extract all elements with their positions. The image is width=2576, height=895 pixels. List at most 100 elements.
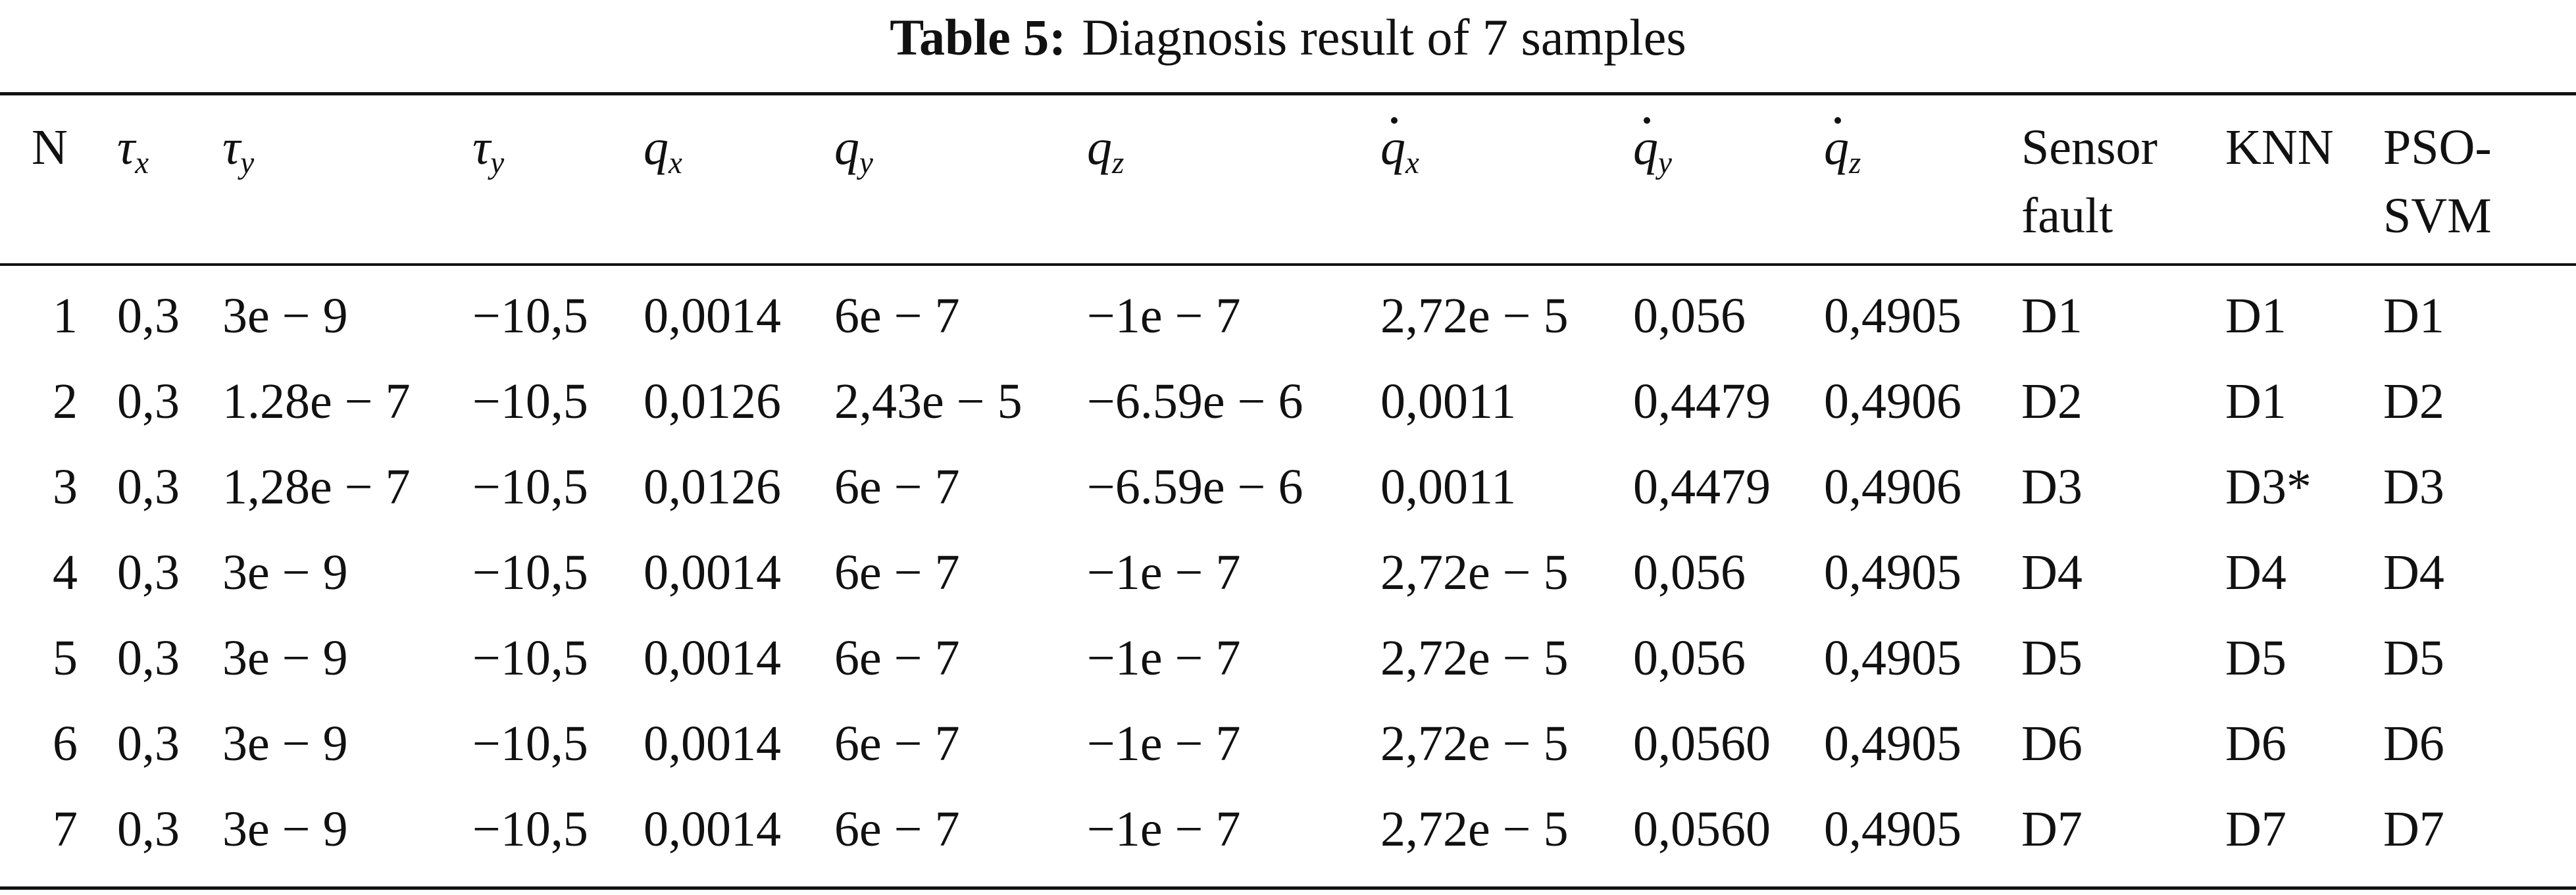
cell-q-z: −1e − 7 [1087, 288, 1241, 344]
header-qdot-y: qy [1633, 113, 1672, 197]
header-q-x-subscript: x [669, 146, 682, 181]
cell-qdot-y: 0,0560 [1633, 716, 1771, 771]
cell-q-z: −1e − 7 [1087, 802, 1241, 857]
header-sensor-fault-line2: fault [2021, 188, 2113, 243]
table-header-rule [0, 263, 2576, 266]
cell-n: 5 [53, 630, 78, 686]
header-tau-y-second: τy [472, 113, 504, 197]
cell-tau-y-second: −10,5 [472, 374, 588, 429]
cell-qdot-y: 0,056 [1633, 545, 1746, 600]
cell-qdot-z: 0,4905 [1824, 545, 1961, 600]
cell-sensor-fault: D6 [2021, 716, 2083, 771]
header-knn: KNN [2225, 120, 2334, 175]
header-q-y-subscript: y [859, 146, 873, 181]
cell-q-x: 0,0014 [644, 545, 781, 600]
cell-n: 7 [53, 802, 78, 857]
cell-qdot-z: 0,4906 [1824, 374, 1961, 429]
cell-q-x: 0,0014 [644, 716, 781, 771]
header-q-y-symbol: q [834, 120, 859, 175]
cell-knn: D6 [2225, 716, 2286, 771]
cell-knn: D5 [2225, 630, 2286, 686]
header-tau-y-symbol: τ [222, 120, 241, 175]
cell-pso-svm: D6 [2383, 716, 2444, 771]
cell-n: 6 [53, 716, 78, 771]
header-qdot-y-symbol: q [1633, 113, 1658, 182]
cell-n: 3 [53, 459, 78, 515]
header-sensor-fault: Sensor fault [2021, 113, 2158, 250]
cell-tau-y: 1.28e − 7 [222, 374, 411, 429]
cell-tau-x: 0,3 [117, 374, 180, 429]
cell-tau-y-second: −10,5 [472, 459, 588, 515]
cell-qdot-z: 0,4905 [1824, 630, 1961, 686]
header-pso-svm-line1: PSO- [2383, 120, 2492, 175]
cell-tau-x: 0,3 [117, 716, 180, 771]
header-qdot-x: qx [1380, 113, 1419, 197]
cell-tau-y: 1,28e − 7 [222, 459, 411, 515]
cell-sensor-fault: D3 [2021, 459, 2083, 515]
cell-tau-y-second: −10,5 [472, 545, 588, 600]
cell-q-x: 0,0126 [644, 374, 781, 429]
cell-n: 2 [53, 374, 78, 429]
table-caption: Table 5: Diagnosis result of 7 samples [0, 1, 2576, 74]
cell-knn: D1 [2225, 374, 2286, 429]
cell-q-z: −1e − 7 [1087, 716, 1241, 771]
header-qdot-x-subscript: x [1405, 146, 1419, 181]
cell-q-y: 6e − 7 [834, 716, 960, 771]
cell-qdot-x: 2,72e − 5 [1380, 288, 1569, 344]
cell-qdot-x: 0,0011 [1380, 459, 1517, 515]
cell-qdot-x: 2,72e − 5 [1380, 716, 1569, 771]
cell-tau-y-second: −10,5 [472, 802, 588, 857]
cell-tau-y: 3e − 9 [222, 630, 348, 686]
cell-qdot-y: 0,4479 [1633, 374, 1771, 429]
header-q-x-symbol: q [644, 120, 669, 175]
header-qdot-z-subscript: z [1849, 146, 1861, 181]
cell-q-x: 0,0014 [644, 802, 781, 857]
header-qdot-y-subscript: y [1658, 146, 1672, 181]
cell-pso-svm: D3 [2383, 459, 2444, 515]
cell-qdot-z: 0,4906 [1824, 459, 1961, 515]
cell-tau-x: 0,3 [117, 802, 180, 857]
header-tau-y-second-symbol: τ [472, 120, 491, 175]
header-pso-svm: PSO- SVM [2383, 113, 2492, 250]
header-sensor-fault-line1: Sensor [2021, 120, 2158, 175]
cell-tau-y: 3e − 9 [222, 288, 348, 344]
cell-sensor-fault: D5 [2021, 630, 2083, 686]
cell-qdot-x: 0,0011 [1380, 374, 1517, 429]
cell-q-y: 6e − 7 [834, 288, 960, 344]
cell-sensor-fault: D7 [2021, 802, 2083, 857]
cell-knn: D7 [2225, 802, 2286, 857]
header-q-z-subscript: z [1112, 146, 1124, 181]
cell-knn: D3* [2225, 459, 2311, 515]
cell-q-x: 0,0014 [644, 630, 781, 686]
cell-q-x: 0,0126 [644, 459, 781, 515]
cell-pso-svm: D4 [2383, 545, 2444, 600]
cell-tau-x: 0,3 [117, 459, 180, 515]
cell-qdot-y: 0,056 [1633, 630, 1746, 686]
cell-q-z: −1e − 7 [1087, 630, 1241, 686]
cell-sensor-fault: D4 [2021, 545, 2083, 600]
cell-q-z: −1e − 7 [1087, 545, 1241, 600]
cell-qdot-z: 0,4905 [1824, 288, 1961, 344]
header-tau-x: τx [117, 113, 149, 197]
header-q-x: qx [644, 113, 682, 197]
header-pso-svm-line2: SVM [2383, 188, 2492, 243]
cell-qdot-y: 0,0560 [1633, 802, 1771, 857]
table-caption-label: Table 5: [890, 9, 1067, 66]
cell-q-z: −6.59e − 6 [1087, 459, 1303, 515]
cell-q-y: 6e − 7 [834, 630, 960, 686]
cell-qdot-y: 0,4479 [1633, 459, 1771, 515]
header-tau-y: τy [222, 113, 254, 197]
cell-pso-svm: D2 [2383, 374, 2444, 429]
cell-q-z: −6.59e − 6 [1087, 374, 1303, 429]
cell-pso-svm: D7 [2383, 802, 2444, 857]
cell-knn: D1 [2225, 288, 2286, 344]
cell-tau-y-second: −10,5 [472, 288, 588, 344]
header-tau-x-subscript: x [135, 146, 149, 181]
header-qdot-x-symbol: q [1380, 113, 1405, 182]
cell-sensor-fault: D1 [2021, 288, 2083, 344]
cell-qdot-z: 0,4905 [1824, 802, 1961, 857]
cell-qdot-x: 2,72e − 5 [1380, 545, 1569, 600]
cell-tau-x: 0,3 [117, 288, 180, 344]
header-qdot-z-symbol: q [1824, 113, 1849, 182]
cell-pso-svm: D5 [2383, 630, 2444, 686]
